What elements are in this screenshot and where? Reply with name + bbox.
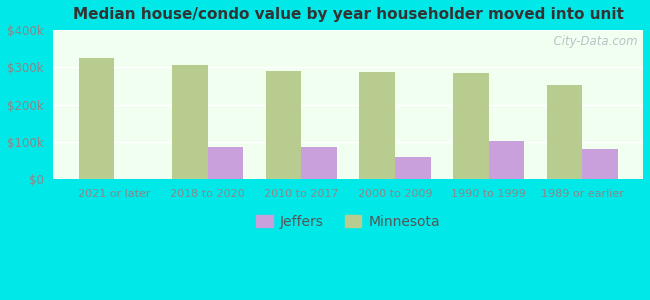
Bar <box>266 71 302 179</box>
Bar <box>489 141 524 179</box>
Bar <box>208 147 243 179</box>
Bar <box>395 157 430 179</box>
Bar <box>79 58 114 179</box>
Text: City-Data.com: City-Data.com <box>545 34 637 47</box>
Bar <box>302 147 337 179</box>
Bar <box>453 73 489 179</box>
Title: Median house/condo value by year householder moved into unit: Median house/condo value by year househo… <box>73 7 623 22</box>
Bar <box>547 85 582 179</box>
Legend: Jeffers, Minnesota: Jeffers, Minnesota <box>251 209 445 235</box>
Bar <box>582 149 617 179</box>
Bar <box>359 72 395 179</box>
Bar <box>172 65 208 179</box>
